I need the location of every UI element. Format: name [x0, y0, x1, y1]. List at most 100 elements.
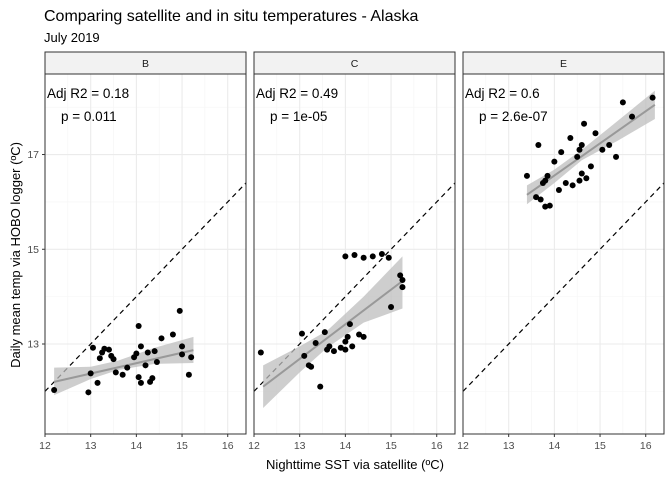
- data-point: [342, 338, 349, 345]
- x-tick-label: 14: [549, 440, 561, 452]
- data-point: [188, 354, 195, 361]
- data-point: [629, 113, 636, 120]
- data-point: [397, 272, 404, 279]
- annotation-p-value: p = 0.011: [61, 109, 117, 124]
- data-point: [578, 170, 585, 177]
- data-point: [533, 194, 540, 201]
- data-point: [569, 182, 576, 189]
- data-point: [135, 323, 142, 329]
- panel-plot-area: [254, 182, 455, 408]
- data-point: [301, 352, 308, 359]
- regression-line: [262, 280, 404, 388]
- data-point: [142, 362, 149, 369]
- x-tick-label: 13: [294, 440, 306, 452]
- data-point: [388, 304, 395, 311]
- data-point: [581, 120, 588, 127]
- x-tick-label: 16: [222, 440, 234, 452]
- data-point: [619, 99, 626, 106]
- data-point: [169, 331, 176, 338]
- data-point: [137, 379, 144, 386]
- data-point: [337, 344, 344, 351]
- data-point: [587, 163, 594, 170]
- data-point: [342, 253, 349, 260]
- data-point: [542, 203, 549, 210]
- regression-line: [526, 103, 656, 196]
- data-point: [87, 370, 94, 377]
- data-point: [574, 153, 581, 160]
- data-point: [149, 375, 156, 382]
- data-point: [308, 363, 315, 370]
- data-point: [119, 371, 126, 378]
- data-point: [151, 348, 158, 355]
- x-tick-label: 14: [131, 440, 143, 452]
- data-point: [599, 146, 606, 153]
- data-point: [344, 333, 351, 340]
- data-point: [542, 177, 549, 184]
- facet-strip-label: B: [142, 58, 149, 70]
- data-point: [342, 346, 349, 353]
- panel-border: [253, 73, 456, 435]
- data-point: [399, 277, 406, 284]
- facet-panel-b: B Adj R2 = 0.18 p = 0.011 12 13 14 15 16: [39, 51, 247, 452]
- data-point: [321, 329, 328, 336]
- y-axis-title: Daily mean temp via HOBO logger (ºC): [8, 142, 23, 368]
- data-point: [85, 389, 92, 396]
- data-point: [179, 351, 186, 358]
- data-point: [176, 307, 183, 314]
- facet-strip-label: C: [351, 58, 359, 70]
- data-point: [360, 333, 367, 340]
- data-point: [312, 340, 319, 347]
- chart-title: Comparing satellite and in situ temperat…: [44, 8, 419, 25]
- data-point: [96, 355, 103, 362]
- data-point: [378, 251, 385, 257]
- facet-strip-label: E: [560, 58, 567, 70]
- annotation-p-value: p = 1e-05: [270, 109, 327, 124]
- data-point: [606, 142, 613, 149]
- data-point: [649, 94, 656, 101]
- facet-panel-e: E Adj R2 = 0.6 p = 2.6e-07 12 13 14 15 16: [457, 51, 665, 452]
- data-point: [613, 153, 620, 160]
- data-point: [326, 343, 333, 350]
- panel-border: [44, 73, 247, 435]
- data-point: [298, 330, 305, 337]
- data-point: [110, 356, 117, 363]
- data-point: [153, 359, 160, 365]
- data-point: [185, 371, 192, 378]
- data-point: [583, 175, 590, 182]
- x-tick-label: 12: [457, 440, 469, 452]
- data-point: [94, 379, 101, 386]
- data-point: [124, 364, 131, 371]
- x-tick-label: 15: [594, 440, 606, 452]
- x-tick-label: 15: [385, 440, 397, 452]
- data-point: [51, 386, 58, 393]
- panel-border: [462, 73, 665, 435]
- panel-plot-area: [463, 90, 664, 392]
- data-point: [351, 251, 358, 258]
- data-point: [562, 179, 569, 186]
- data-point: [535, 142, 542, 149]
- data-point: [544, 172, 551, 179]
- data-point: [385, 254, 392, 261]
- data-point: [369, 253, 376, 260]
- regression-line: [53, 349, 194, 383]
- data-point: [558, 149, 565, 156]
- x-axis-title: Nighttime SST via satellite (ºC): [266, 457, 444, 472]
- data-point: [135, 374, 142, 381]
- data-point: [592, 130, 599, 137]
- annotation-p-value: p = 2.6e-07: [479, 109, 548, 124]
- x-tick-label: 16: [640, 440, 652, 452]
- x-tick-label: 13: [503, 440, 515, 452]
- x-tick-label: 15: [176, 440, 188, 452]
- reference-line-1to1: [463, 182, 664, 392]
- data-point: [89, 344, 96, 351]
- confidence-ribbon: [263, 256, 403, 408]
- data-point: [137, 343, 144, 350]
- panel-background: [463, 74, 664, 434]
- data-point: [356, 331, 363, 338]
- y-tick-label: 17: [27, 149, 39, 161]
- annotation-adj-r2: Adj R2 = 0.6: [465, 86, 540, 101]
- y-tick-label: 15: [27, 244, 39, 256]
- x-tick-label: 14: [340, 440, 352, 452]
